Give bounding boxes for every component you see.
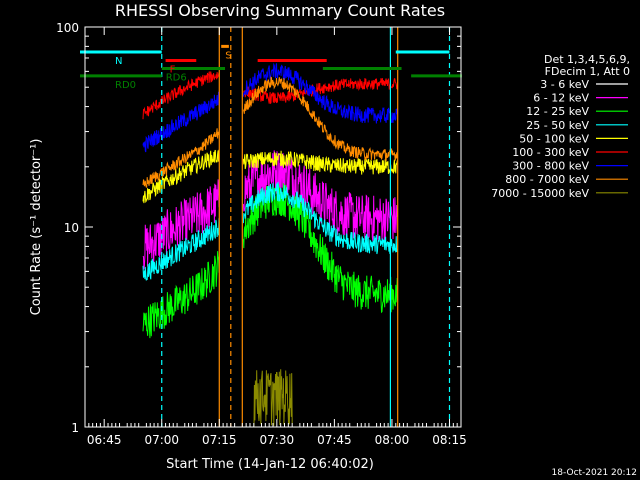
interval-label-rd6: RD6 (166, 73, 187, 84)
y-tick-label-1: 10 (64, 221, 79, 235)
legend-label-2: 12 - 25 keV (526, 105, 589, 118)
series-line-300-800kev (142, 62, 399, 153)
legend-label-6: 300 - 800 keV (512, 160, 589, 173)
x-tick-label-4: 07:45 (317, 433, 352, 447)
series-line-25-50kev (142, 182, 399, 281)
vertical-markers-layer (161, 27, 451, 427)
series-layer (142, 62, 399, 427)
generated-timestamp: 18-Oct-2021 20:12 (552, 468, 637, 478)
legend-header-0: Det 1,3,4,5,6,9, (544, 53, 630, 66)
chart-title: RHESSI Observing Summary Count Rates (115, 1, 445, 20)
legend-label-4: 50 - 100 keV (519, 132, 589, 145)
legend-header-1: FDecim 1, Att 0 (545, 65, 630, 78)
legend: Det 1,3,4,5,6,9,FDecim 1, Att 03 - 6 keV… (491, 53, 630, 200)
legend-label-8: 7000 - 15000 keV (491, 187, 589, 200)
axis-ticks-layer: 06:45 07:00 07:15 07:30 07:45 08:00 08:15 1 10 10… (56, 21, 467, 447)
y-axis-label: Count Rate (s⁻¹ detector⁻¹) (29, 139, 44, 316)
x-axis-label: Start Time (14-Jan-12 06:40:02) (166, 457, 374, 472)
series-line-12-25kev (142, 183, 399, 339)
legend-label-3: 25 - 50 keV (526, 119, 589, 132)
interval-label-n: N (115, 56, 122, 67)
series-line-100-300kev (142, 71, 399, 120)
series-line-50-100kev (142, 149, 398, 204)
legend-label-0: 3 - 6 keV (540, 78, 589, 91)
legend-label-7: 800 - 7000 keV (505, 173, 589, 186)
interval-label-f: F (170, 64, 176, 75)
interval-label-rd0: RD0 (115, 80, 136, 91)
y-tick-label-0: 1 (71, 421, 79, 435)
series-line-6-12kev (142, 150, 399, 270)
x-tick-label-6: 08:15 (432, 433, 467, 447)
series-line-7000-15000kev (253, 369, 293, 427)
x-tick-label-5: 08:00 (375, 433, 410, 447)
x-tick-label-2: 07:15 (202, 433, 237, 447)
x-tick-label-0: 06:45 (87, 433, 122, 447)
series-line-800-7000kev (142, 76, 399, 188)
interval-label-s: S (225, 50, 231, 61)
x-tick-label-3: 07:30 (260, 433, 295, 447)
legend-label-1: 6 - 12 keV (533, 92, 589, 105)
y-tick-label-2: 100 (56, 21, 79, 35)
legend-label-5: 100 - 300 keV (512, 146, 589, 159)
x-tick-label-1: 07:00 (144, 433, 179, 447)
